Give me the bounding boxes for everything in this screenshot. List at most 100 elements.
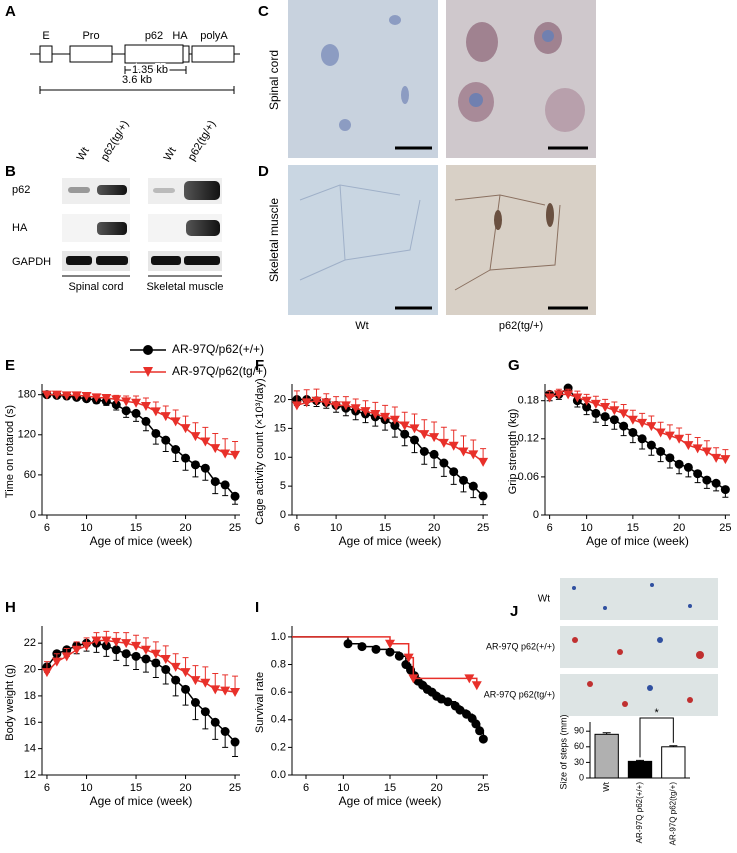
tissue-label: Spinal cord	[68, 281, 123, 293]
footprint-image	[560, 578, 718, 620]
x-tick-label: 25	[477, 522, 489, 534]
x-axis-label: Age of mice (week)	[586, 534, 689, 548]
micrographs	[288, 0, 596, 315]
marker	[471, 719, 481, 729]
x-tick-label: 10	[80, 782, 92, 794]
marker	[665, 453, 675, 463]
marker	[389, 415, 400, 425]
cell	[321, 44, 339, 66]
marker	[141, 416, 151, 426]
footprint	[657, 637, 663, 643]
size-label: 3.6 kb	[122, 74, 152, 86]
marker	[683, 441, 694, 451]
marker	[475, 726, 485, 736]
marker	[449, 467, 459, 477]
construct-box	[124, 44, 184, 64]
marker	[478, 491, 488, 501]
marker	[91, 636, 102, 646]
cell	[545, 88, 585, 132]
y-tick-label: 0.6	[271, 686, 286, 698]
marker	[81, 392, 92, 402]
marker	[111, 400, 121, 410]
marker	[101, 636, 112, 646]
marker	[582, 402, 592, 412]
y-tick-label: 0.4	[271, 714, 286, 726]
marker	[439, 458, 449, 468]
y-axis-label: Grip strength (kg)	[507, 409, 519, 495]
marker	[140, 402, 151, 412]
marker	[181, 453, 191, 463]
y-tick-label: 0.18	[518, 395, 539, 407]
nucleus	[542, 30, 554, 42]
marker	[674, 434, 685, 444]
marker	[181, 684, 191, 694]
marker	[171, 675, 181, 685]
y-tick-label: 90	[574, 726, 584, 736]
marker	[380, 412, 391, 422]
y-tick-label: 0.12	[518, 433, 539, 445]
marker	[468, 450, 479, 460]
row-label: HA	[12, 222, 28, 234]
marker	[419, 430, 430, 440]
marker	[443, 697, 453, 707]
panel-label: I	[255, 599, 259, 616]
marker	[403, 653, 414, 663]
size-label: 1.35 kb	[132, 64, 168, 76]
image-label: Wt	[538, 594, 550, 605]
marker	[370, 409, 381, 419]
marker	[131, 651, 141, 661]
band	[186, 220, 220, 236]
marker	[646, 422, 657, 432]
marker	[51, 390, 62, 400]
micrograph	[446, 0, 596, 158]
footprint	[687, 697, 693, 703]
marker	[171, 444, 181, 454]
marker	[478, 734, 488, 744]
marker	[455, 705, 465, 715]
marker	[111, 645, 121, 655]
marker	[399, 421, 410, 431]
row-label: p62	[12, 184, 30, 196]
marker	[151, 658, 161, 668]
marker	[409, 424, 420, 434]
marker	[210, 477, 220, 487]
marker	[291, 401, 302, 411]
marker	[693, 469, 703, 479]
micrograph	[446, 165, 596, 315]
marker	[637, 434, 647, 444]
y-tick-label: 20	[24, 663, 36, 675]
x-tick-label: 20	[428, 522, 440, 534]
y-tick-label: 30	[574, 757, 584, 767]
series-line	[292, 636, 478, 686]
marker	[619, 421, 629, 431]
marker	[701, 447, 712, 457]
marker	[210, 444, 221, 454]
image-label: AR-97Q p62(+/+)	[486, 641, 555, 651]
nucleus	[469, 93, 483, 107]
x-tick-label: 15	[627, 522, 639, 534]
x-tick-label: 10	[80, 522, 92, 534]
footprint-image	[560, 674, 718, 716]
y-tick-label: 5	[280, 480, 286, 492]
x-tick-label: 20	[673, 522, 685, 534]
band	[68, 187, 90, 193]
y-axis-label: Cage activity count (×10³/day)	[254, 378, 266, 524]
marker	[131, 398, 142, 408]
element-label: HA	[172, 30, 188, 42]
element-label: Pro	[82, 30, 99, 42]
significance-bracket	[639, 717, 674, 758]
panel-label: E	[5, 357, 15, 374]
x-tick-label: 15	[130, 782, 142, 794]
x-tick-label: Wt	[602, 781, 611, 792]
marker	[61, 652, 72, 662]
footprint	[603, 606, 607, 610]
x-axis-label: Age of mice (week)	[90, 534, 193, 548]
marker	[702, 475, 712, 485]
marker	[230, 687, 241, 697]
y-tick-label: 1.0	[271, 631, 286, 643]
lane-label: p62(tg/+)	[186, 119, 219, 163]
footprint	[688, 604, 692, 608]
marker	[41, 390, 52, 400]
y-tick-label: 0.0	[271, 769, 286, 781]
series-line	[46, 393, 236, 456]
